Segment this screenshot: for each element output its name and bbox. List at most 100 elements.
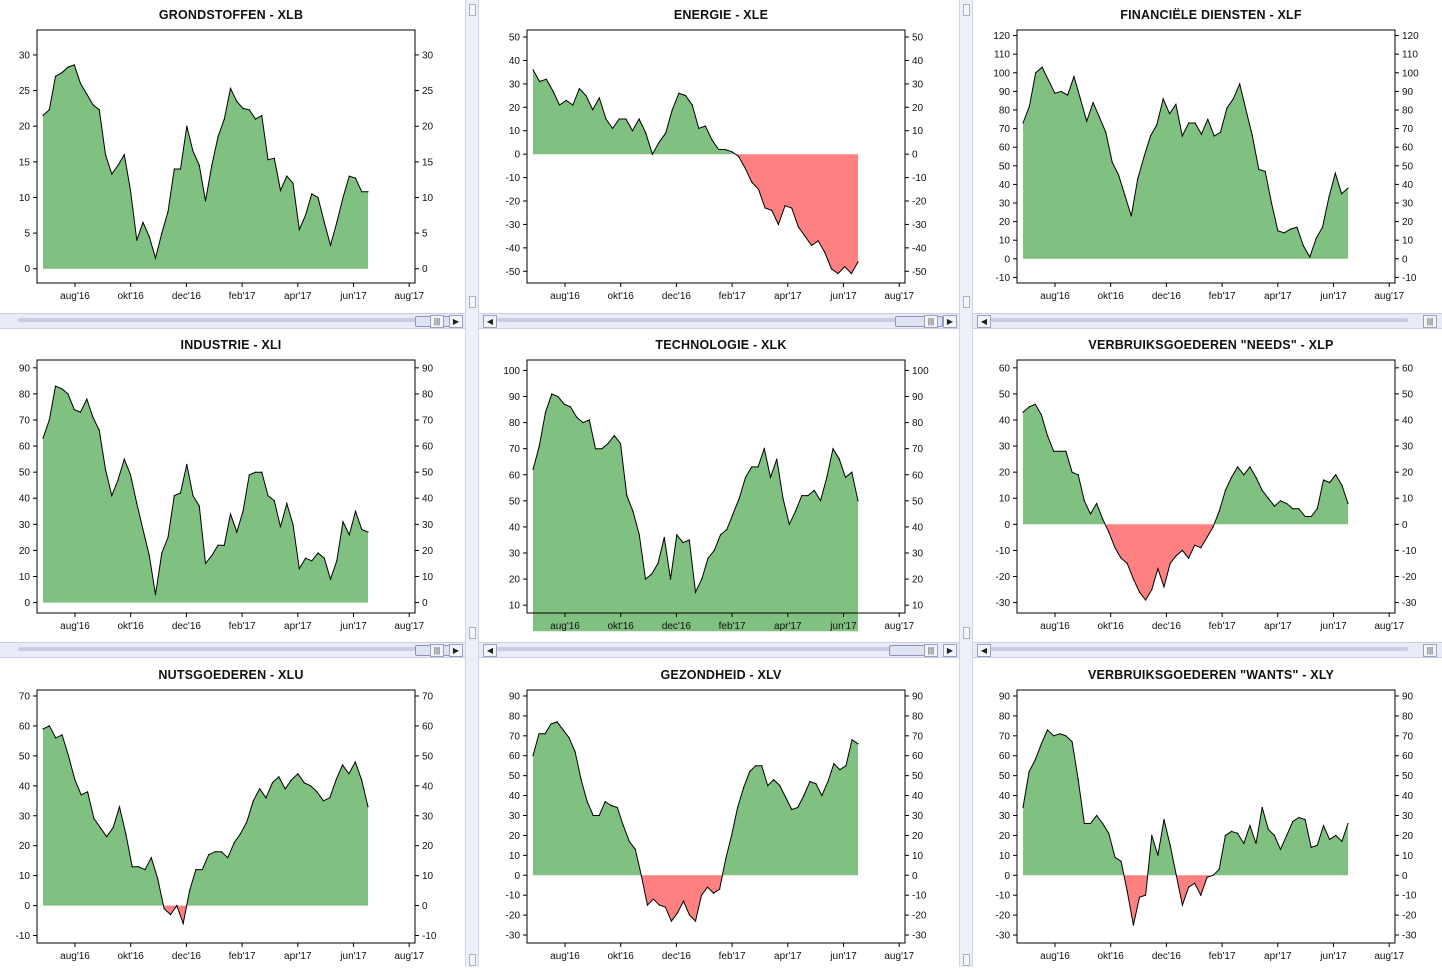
scroll-grip-icon[interactable]: |||	[430, 644, 444, 657]
scrollbar-track[interactable]	[18, 647, 431, 651]
data-point	[1053, 735, 1055, 737]
scrollbar-row2-col3[interactable]: ◀ |||	[973, 642, 1442, 658]
x-tick-label: jun'17	[339, 951, 367, 962]
y-tick-label-left: 80	[19, 389, 31, 400]
data-point	[1175, 874, 1177, 876]
data-point	[286, 502, 288, 505]
scroll-grip-icon[interactable]: |||	[924, 315, 938, 328]
splitter-grip[interactable]	[963, 4, 970, 16]
scroll-grip-icon[interactable]: |||	[1423, 644, 1437, 657]
y-tick-label-left: -50	[506, 267, 521, 278]
scroll-right-icon[interactable]: ▶	[449, 644, 463, 657]
splitter-grip[interactable]	[963, 627, 970, 639]
scrollbar-row2-col2[interactable]: ◀ ||| ▶	[479, 642, 959, 658]
data-point	[817, 240, 819, 242]
scrollbar-thumb[interactable]	[895, 316, 943, 327]
y-tick-label-left: 90	[509, 392, 521, 403]
data-point	[136, 239, 138, 241]
y-tick-label-left: 120	[993, 31, 1010, 42]
data-point	[1028, 771, 1030, 773]
data-point	[1304, 818, 1306, 821]
scroll-grip-icon[interactable]: |||	[1423, 315, 1437, 328]
data-point	[1219, 131, 1222, 133]
data-point	[267, 495, 269, 497]
scroll-right-icon[interactable]: ▶	[943, 644, 957, 657]
splitter-vertical-left[interactable]	[465, 0, 479, 967]
y-tick-label-right: 0	[912, 871, 918, 882]
data-point	[1138, 591, 1141, 593]
data-point	[1149, 135, 1152, 137]
x-tick-label: dec'16	[172, 291, 202, 302]
data-point	[767, 785, 769, 787]
chart-title: VERBRUIKSGOEDEREN "NEEDS" - XLP	[1088, 338, 1334, 352]
y-tick-label-right: 15	[422, 157, 434, 168]
data-point	[1279, 500, 1282, 502]
scrollbar-track[interactable]	[497, 318, 925, 322]
chart-panel-xli: INDUSTRIE - XLI 0 0 10 10 20 20 30 30 40 40 50 50 60…	[0, 330, 462, 640]
scroll-grip-icon[interactable]: |||	[430, 315, 444, 328]
y-tick-label-right: 60	[422, 721, 434, 732]
data-point	[279, 189, 282, 191]
data-point	[1328, 196, 1330, 198]
y-tick-label-left: 0	[1004, 871, 1010, 882]
splitter-grip[interactable]	[469, 4, 476, 16]
splitter-grip[interactable]	[469, 954, 476, 966]
y-tick-label-left: 90	[19, 363, 31, 374]
y-tick-label-right: 60	[1402, 363, 1414, 374]
data-point	[586, 801, 588, 803]
y-tick-label-left: 50	[509, 496, 521, 507]
data-point	[161, 232, 163, 234]
scrollbar-row1-col2[interactable]: ◀ ||| ▶	[479, 313, 959, 329]
data-point	[763, 448, 765, 450]
scrollbar-row2-col1[interactable]: ||| ▶	[0, 642, 465, 658]
scrollbar-track[interactable]	[991, 647, 1408, 651]
data-point	[242, 107, 244, 109]
y-tick-label-left: 90	[999, 87, 1011, 98]
splitter-grip[interactable]	[963, 954, 970, 966]
series-line	[42, 725, 369, 926]
data-point	[755, 765, 757, 767]
data-point	[189, 890, 191, 892]
scrollbar-track[interactable]	[497, 647, 925, 651]
scroll-left-icon[interactable]: ◀	[483, 644, 497, 657]
data-point	[73, 64, 75, 66]
y-tick-label-left: 20	[19, 841, 31, 852]
scroll-right-icon[interactable]: ▶	[449, 315, 463, 328]
data-point	[803, 795, 805, 797]
scrollbar-row1-col3[interactable]: ◀ |||	[973, 313, 1442, 329]
splitter-vertical-right[interactable]	[959, 0, 973, 967]
data-point	[1181, 135, 1183, 137]
scroll-left-icon[interactable]: ◀	[977, 644, 991, 657]
data-point	[118, 806, 121, 808]
scrollbar-track[interactable]	[991, 318, 1408, 322]
data-point	[67, 755, 70, 757]
splitter-grip[interactable]	[469, 296, 476, 308]
y-tick-label-left: 30	[999, 199, 1011, 210]
data-point	[757, 188, 760, 190]
data-point	[1065, 735, 1067, 737]
splitter-grip[interactable]	[469, 627, 476, 639]
data-point	[1157, 568, 1159, 570]
data-point	[757, 466, 759, 468]
data-point	[1175, 555, 1177, 557]
y-tick-label-left: 15	[19, 157, 31, 168]
data-point	[671, 109, 673, 111]
splitter-grip[interactable]	[963, 296, 970, 308]
scrollbar-row1-col1[interactable]: ||| ▶	[0, 313, 465, 329]
scroll-grip-icon[interactable]: |||	[924, 644, 938, 657]
data-point	[223, 118, 225, 120]
data-point	[612, 127, 614, 129]
data-point	[348, 175, 350, 177]
scroll-right-icon[interactable]: ▶	[943, 315, 957, 328]
data-point	[1218, 868, 1220, 870]
data-point	[1239, 83, 1241, 85]
x-tick-label: okt'16	[1098, 621, 1125, 632]
scroll-left-icon[interactable]: ◀	[977, 315, 991, 328]
y-tick-label-right: 10	[1402, 851, 1414, 862]
data-point	[562, 729, 564, 731]
data-point	[104, 468, 107, 471]
data-point	[638, 534, 640, 536]
scrollbar-track[interactable]	[18, 318, 431, 322]
data-point	[79, 411, 82, 413]
scroll-left-icon[interactable]: ◀	[483, 315, 497, 328]
